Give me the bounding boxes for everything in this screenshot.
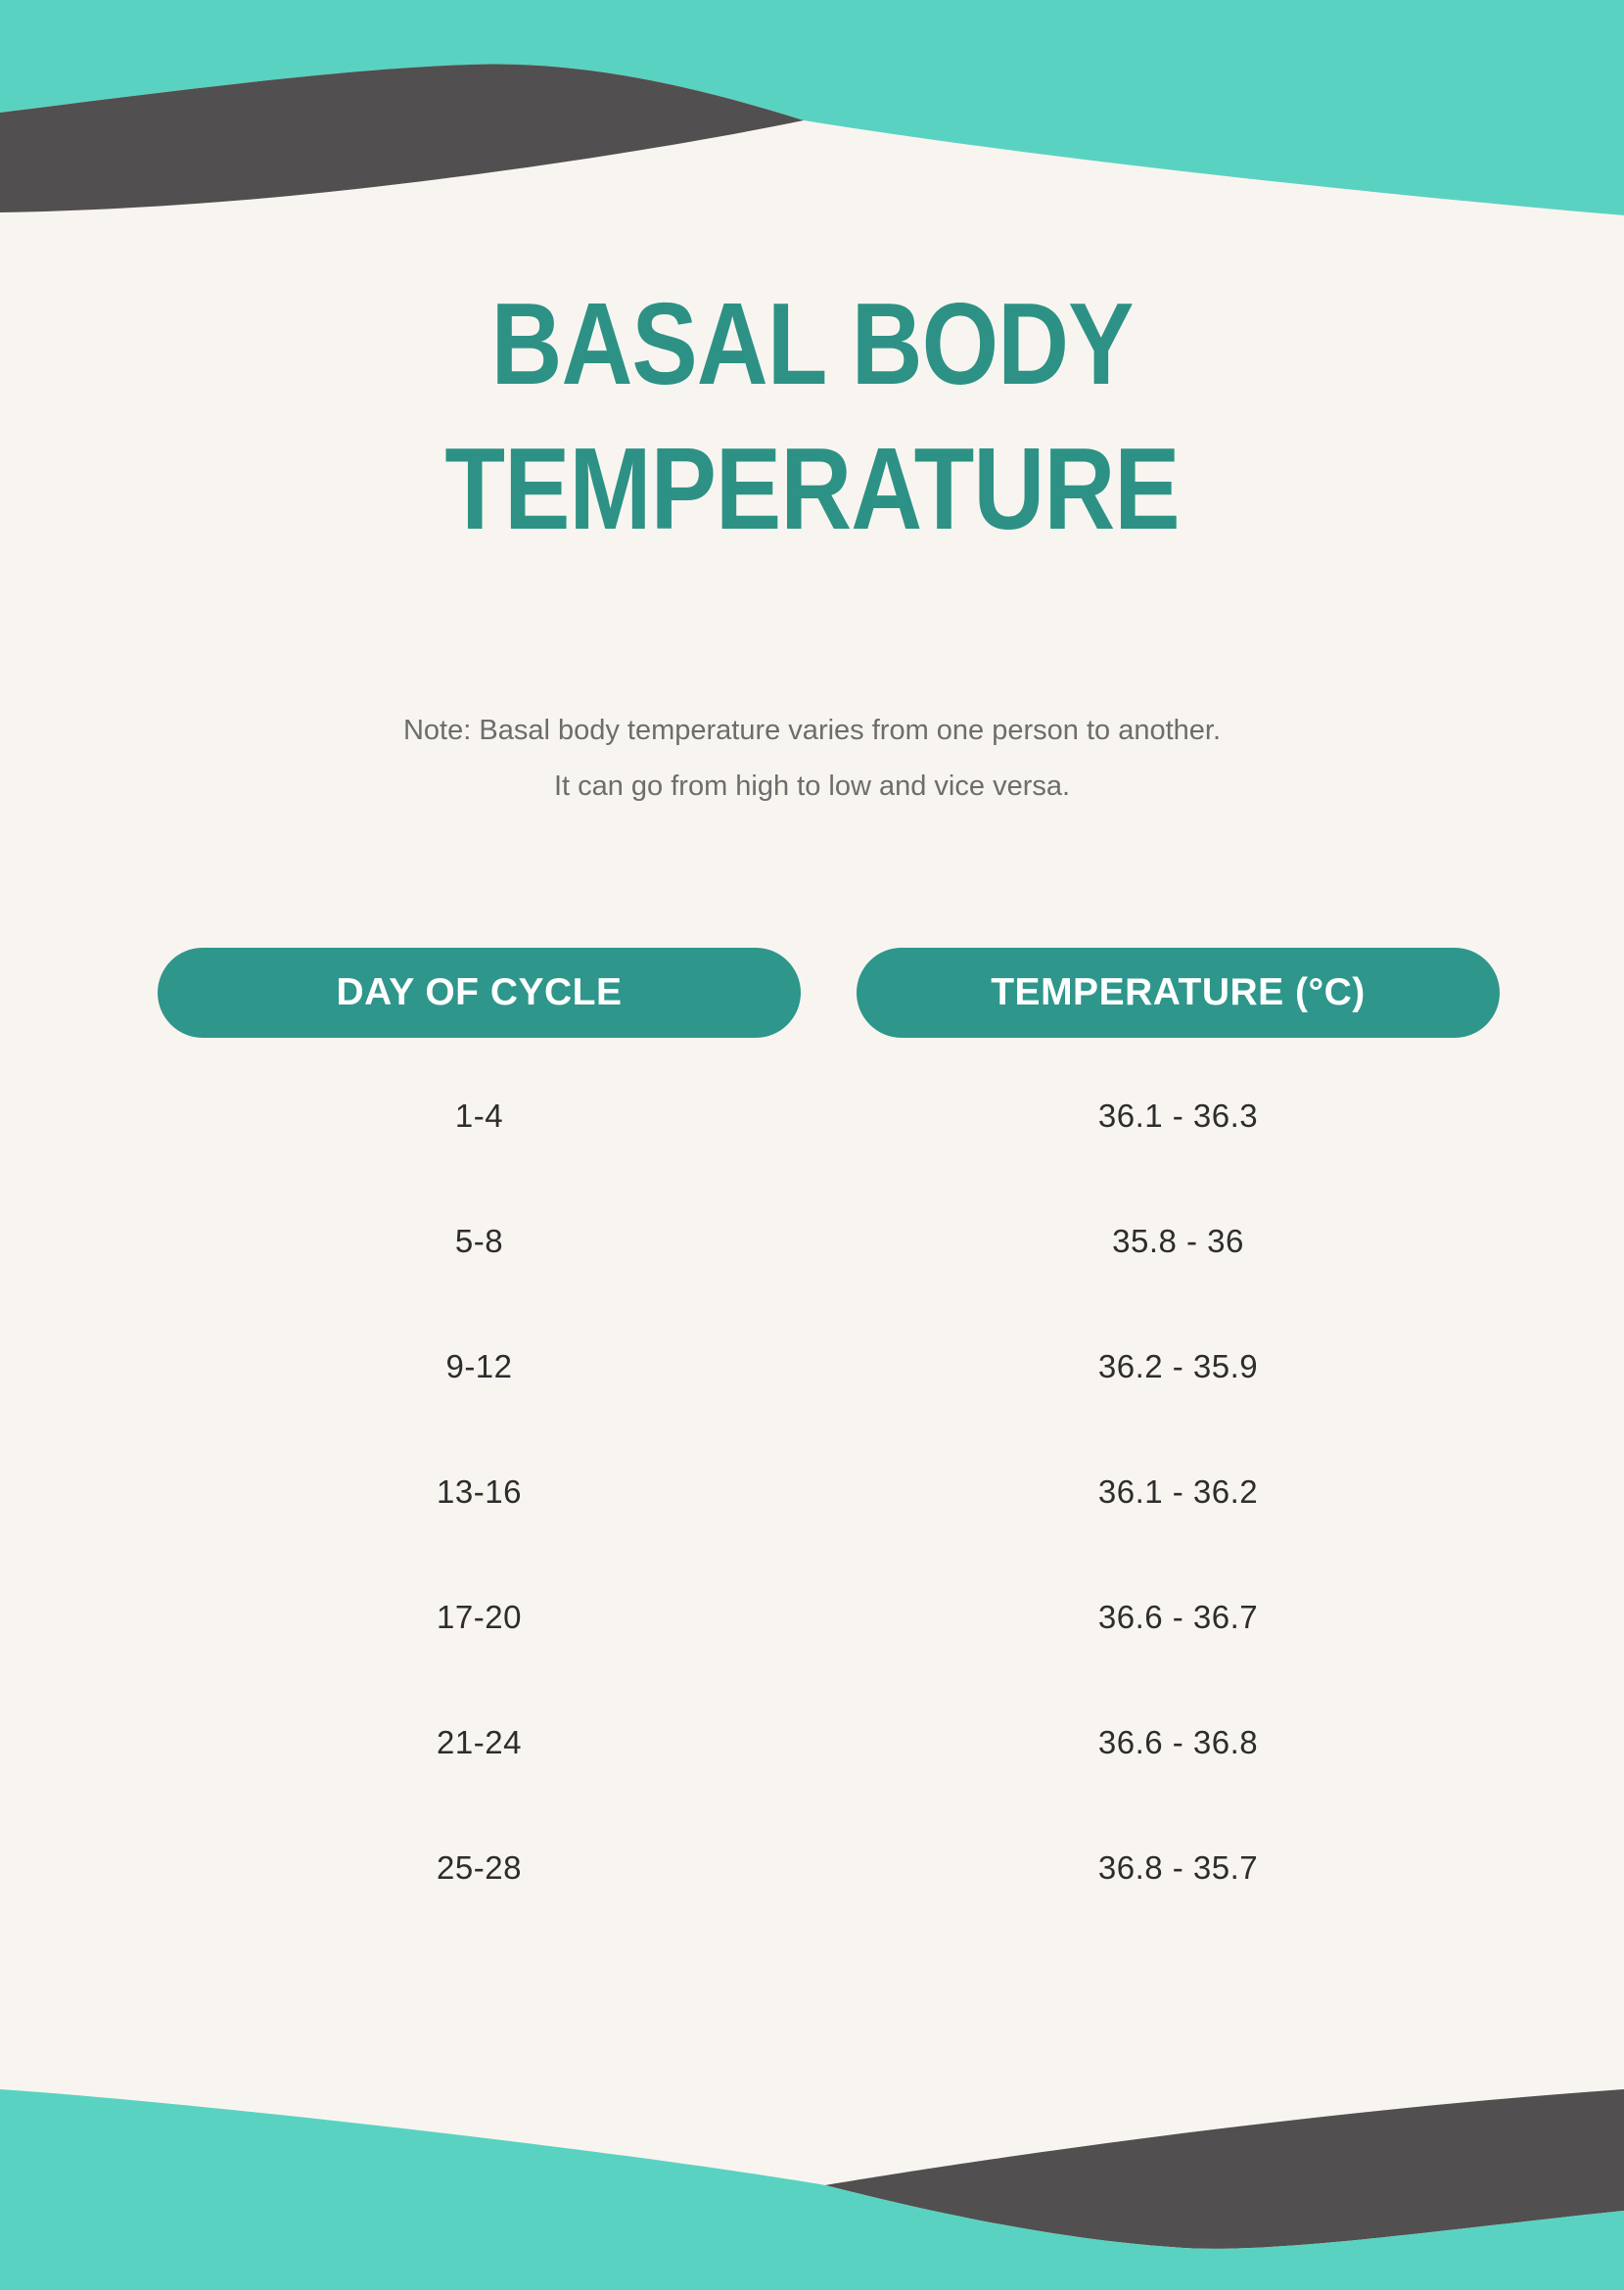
table-row: 1-4 36.1 - 36.3 bbox=[158, 1053, 1500, 1179]
page-title-line-1: BASAL BODY bbox=[490, 279, 1135, 410]
table-row: 5-8 35.8 - 36 bbox=[158, 1179, 1500, 1304]
day-cell: 25-28 bbox=[437, 1849, 522, 1886]
teal-wave-top bbox=[0, 0, 1624, 215]
temperature-table: DAY OF CYCLE TEMPERATURE (°C) 1-4 36.1 - … bbox=[158, 948, 1500, 1931]
day-cell: 13-16 bbox=[437, 1473, 522, 1510]
temperature-cell: 35.8 - 36 bbox=[1112, 1223, 1244, 1259]
table-row: 17-20 36.6 - 36.7 bbox=[158, 1555, 1500, 1680]
temperature-cell: 36.6 - 36.7 bbox=[1097, 1599, 1259, 1635]
day-cell: 9-12 bbox=[445, 1348, 513, 1384]
table-body: 1-4 36.1 - 36.3 5-8 35.8 - 36 9-12 36.2 - 35.… bbox=[158, 1053, 1500, 1931]
temperature-header: TEMPERATURE (°C) bbox=[857, 948, 1500, 1038]
table-row: 9-12 36.2 - 35.9 bbox=[158, 1304, 1500, 1429]
day-cell: 17-20 bbox=[437, 1599, 522, 1635]
table-row: 25-28 36.8 - 35.7 bbox=[158, 1805, 1500, 1931]
temperature-cell: 36.2 - 35.9 bbox=[1097, 1348, 1259, 1384]
temperature-cell: 36.1 - 36.3 bbox=[1097, 1098, 1259, 1134]
table-row: 13-16 36.1 - 36.2 bbox=[158, 1429, 1500, 1555]
temperature-cell: 36.8 - 35.7 bbox=[1097, 1849, 1259, 1886]
note-line-2: It can go from high to low and vice vers… bbox=[553, 771, 1071, 802]
gray-wave-top bbox=[0, 64, 804, 212]
table-row: 21-24 36.6 - 36.8 bbox=[158, 1680, 1500, 1805]
note-text: Note: Basal body temperature varies from… bbox=[0, 703, 1624, 815]
table-header-row: DAY OF CYCLE TEMPERATURE (°C) bbox=[158, 948, 1500, 1038]
gray-wave-bottom bbox=[825, 2089, 1624, 2249]
top-wave-decoration bbox=[0, 0, 1624, 215]
day-of-cycle-header: DAY OF CYCLE bbox=[158, 948, 801, 1038]
day-cell: 5-8 bbox=[454, 1223, 504, 1259]
temperature-cell: 36.6 - 36.8 bbox=[1097, 1724, 1259, 1760]
day-cell: 21-24 bbox=[437, 1724, 522, 1760]
day-cell: 1-4 bbox=[454, 1098, 504, 1134]
bottom-wave-decoration bbox=[0, 2089, 1624, 2290]
page-title-line-2: TEMPERATURE bbox=[444, 424, 1180, 555]
temperature-cell: 36.1 - 36.2 bbox=[1097, 1473, 1259, 1510]
teal-wave-bottom bbox=[0, 2089, 1624, 2290]
note-line-1: Note: Basal body temperature varies from… bbox=[402, 715, 1222, 746]
page-title: BASAL BODY TEMPERATURE bbox=[0, 272, 1624, 562]
